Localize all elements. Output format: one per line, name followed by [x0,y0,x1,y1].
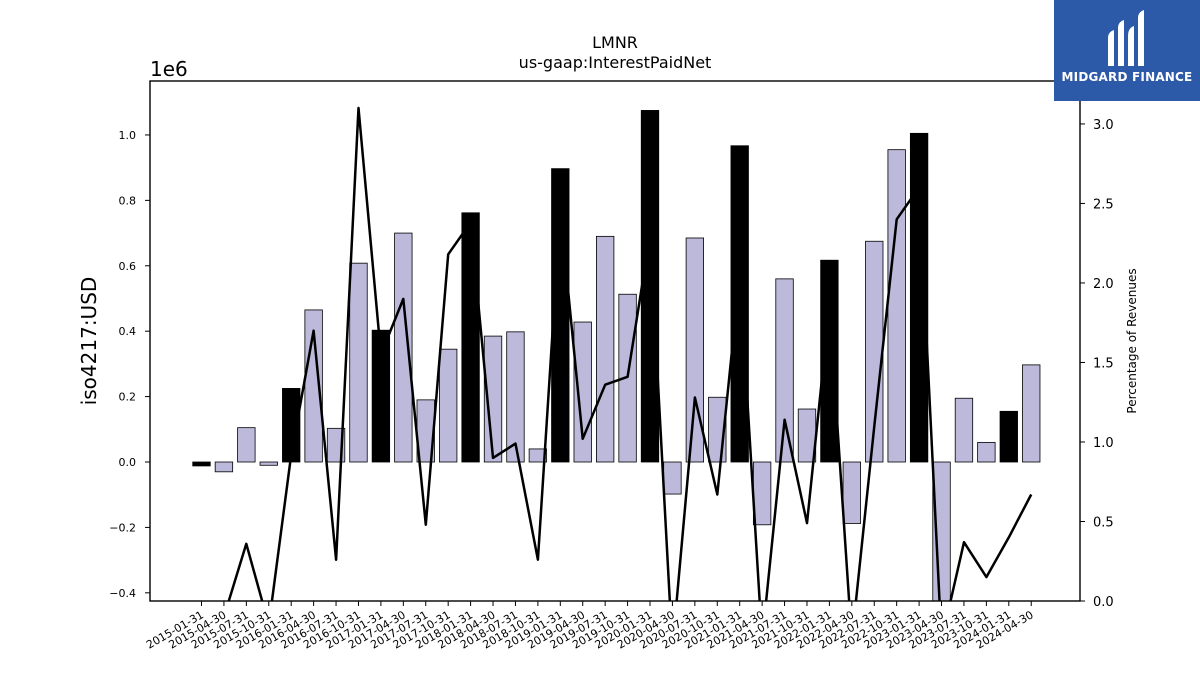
quarter-bar [349,262,368,463]
y2-axis-label: Percentage of Revenues [1125,268,1139,413]
annual-bar [820,259,839,463]
quarter-bar [394,232,413,463]
y2-tick-label: 3.0 [1093,118,1114,133]
chart-title: LMNR [592,33,638,52]
annual-bar [371,329,391,463]
quarter-bar [506,331,525,463]
percentage-line [227,106,1033,601]
y-tick-label: 0.0 [119,456,137,469]
quarter-bar [1022,364,1041,463]
y2-tick-label: 2.0 [1093,277,1114,292]
plot-frame [149,80,1081,602]
quarter-bar [954,397,974,463]
y2-tick-label: 0.0 [1093,595,1114,610]
quarter-bar [237,427,256,463]
quarter-bar [596,235,615,463]
quarter-bar [663,461,682,495]
annual-bar [909,132,929,463]
y-axis-label: iso4217:USD [77,277,101,406]
quarter-bar [483,335,503,463]
y2-tick-label: 2.5 [1093,197,1114,212]
quarter-bar [259,461,278,466]
y-offset-label: 1e6 [150,57,188,81]
annual-bar [551,168,570,463]
annual-bar [640,110,660,463]
y-tick-label: 0.6 [119,260,137,273]
quarter-bar [775,278,794,463]
y2-tick-label: 1.5 [1093,356,1114,371]
y-tick-label: 0.2 [119,391,137,404]
y2-tick-label: 1.0 [1093,436,1114,451]
brand-mark-icon [1108,10,1144,66]
quarter-bar [214,461,234,473]
y-tick-label: 0.8 [119,194,137,207]
y-tick-label: −0.2 [109,521,136,534]
quarter-bar [842,461,861,524]
y-tick-label: 1.0 [119,129,137,142]
y-tick-label: 0.4 [119,325,137,338]
y2-tick-label: 0.5 [1093,515,1114,530]
brand-logo: MIDGARD FINANCE [1054,0,1200,101]
quarter-bar [439,348,458,463]
quarter-bar [685,237,704,463]
quarter-bar [573,321,592,463]
chart-subtitle: us-gaap:InterestPaidNet [519,53,712,72]
quarter-bar [528,448,548,463]
annual-bar [730,145,749,463]
quarter-bar [977,441,996,463]
y-tick-label: −0.4 [109,587,136,600]
annual-bar [999,410,1018,463]
quarter-bar [887,149,906,463]
quarter-bar [752,461,772,526]
annual-bar [461,212,480,463]
annual-bar [192,461,211,467]
brand-name: MIDGARD FINANCE [1061,70,1193,84]
